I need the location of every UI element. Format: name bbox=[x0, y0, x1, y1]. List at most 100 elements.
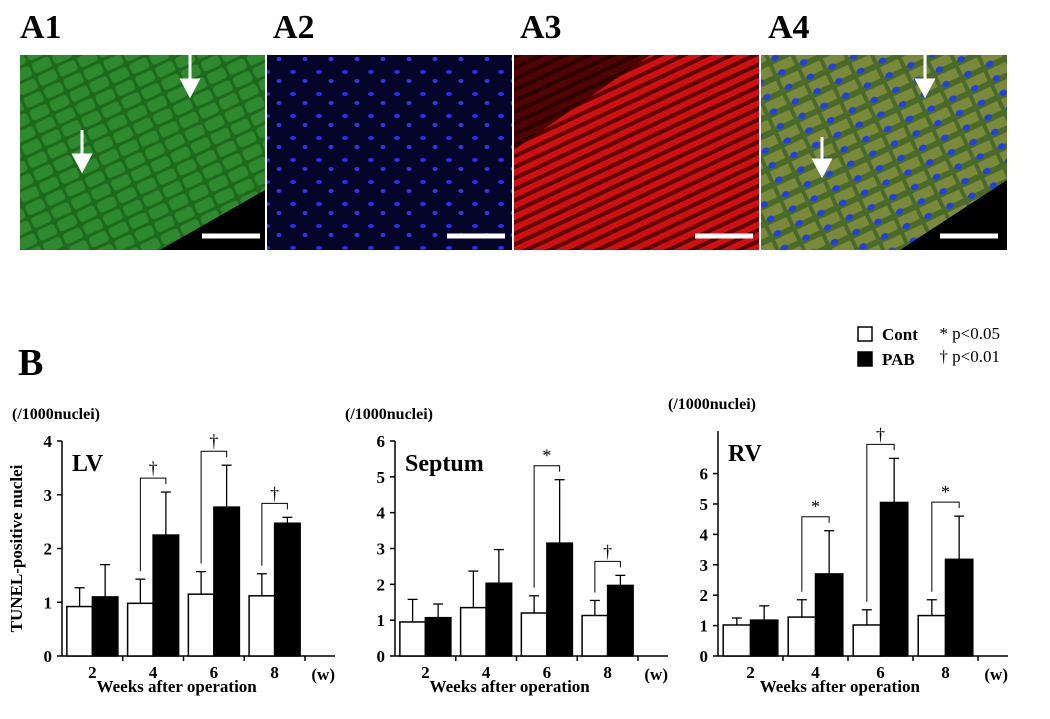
y-tick-label: 3 bbox=[377, 540, 386, 559]
panel-label: A4 bbox=[768, 9, 810, 46]
chart-title: Septum bbox=[405, 451, 484, 477]
bar bbox=[581, 614, 609, 657]
chart-title: RV bbox=[728, 441, 762, 467]
bar bbox=[213, 506, 241, 657]
significance-mark: † bbox=[603, 541, 612, 561]
x-unit-label: (w) bbox=[311, 665, 335, 684]
significance-bracket bbox=[261, 502, 288, 566]
legend-label: PAB bbox=[882, 350, 915, 369]
chart: 0 1 2 3 4 (/1000nuclei) LV TUNEL-positive nucle… bbox=[7, 406, 335, 696]
bar bbox=[399, 621, 427, 657]
x-axis-label: Weeks after operation bbox=[430, 677, 591, 696]
x-tick-label: 4 bbox=[482, 663, 491, 682]
significance-mark: * bbox=[542, 446, 551, 466]
bar bbox=[944, 558, 974, 657]
dark-region bbox=[900, 180, 1007, 250]
x-tick-label: 2 bbox=[746, 663, 755, 682]
significance-mark: † bbox=[209, 431, 218, 451]
bar bbox=[787, 616, 817, 657]
y-tick-label: 4 bbox=[377, 504, 386, 523]
x-axis-label: Weeks after operation bbox=[760, 677, 921, 696]
bar bbox=[187, 593, 215, 657]
y-tick-label: 4 bbox=[700, 525, 709, 544]
y-tick-label: 2 bbox=[377, 575, 386, 594]
micrograph-blue bbox=[267, 55, 512, 250]
significance-bracket bbox=[866, 443, 895, 602]
y-tick-label: 1 bbox=[377, 611, 386, 630]
y-tick-label: 1 bbox=[44, 593, 53, 612]
bar bbox=[546, 542, 574, 657]
x-tick-label: 2 bbox=[88, 663, 97, 682]
bar bbox=[606, 584, 634, 657]
legend-swatch bbox=[857, 326, 873, 342]
chart-title: LV bbox=[72, 451, 104, 477]
arrow-head bbox=[179, 78, 201, 99]
x-axis-label: Weeks after operation bbox=[97, 677, 258, 696]
significance-bracket bbox=[200, 450, 228, 564]
bar bbox=[749, 619, 779, 657]
y-tick-label: 6 bbox=[700, 465, 709, 484]
significance-mark: * bbox=[941, 482, 950, 502]
bar bbox=[66, 605, 94, 657]
significance-note: † p<0.01 bbox=[939, 347, 1000, 366]
dark-region bbox=[514, 55, 650, 150]
micrographs bbox=[20, 55, 1007, 250]
x-tick-label: 2 bbox=[421, 663, 430, 682]
significance-bracket bbox=[139, 477, 167, 572]
panel-label: A1 bbox=[20, 9, 62, 46]
significance-bracket bbox=[594, 560, 621, 593]
chart: 0 1 2 3 4 5 6 (/1000nuclei) Septum Weeks after op… bbox=[345, 406, 668, 696]
unit-label: (/1000nuclei) bbox=[12, 406, 100, 423]
y-tick-label: 5 bbox=[377, 468, 386, 487]
y-tick-label: 2 bbox=[44, 540, 53, 559]
y-tick-label: 0 bbox=[377, 647, 386, 666]
y-axis-label: TUNEL-positive nuclei bbox=[7, 464, 26, 632]
bar bbox=[424, 616, 452, 657]
bar bbox=[126, 602, 154, 657]
bar bbox=[852, 624, 882, 657]
panel-label: B bbox=[18, 342, 43, 384]
arrow-head bbox=[914, 78, 936, 99]
significance-bracket bbox=[533, 465, 561, 588]
significance-bracket bbox=[931, 501, 960, 592]
x-tick-label: 8 bbox=[941, 663, 950, 682]
arrow-head bbox=[811, 158, 833, 179]
bar bbox=[152, 534, 180, 657]
legend-swatch bbox=[857, 351, 873, 367]
significance-mark: † bbox=[270, 483, 279, 503]
bar bbox=[722, 624, 752, 657]
x-tick-label: 8 bbox=[270, 663, 279, 682]
y-tick-label: 2 bbox=[700, 586, 709, 605]
y-tick-label: 4 bbox=[44, 432, 53, 451]
bar bbox=[520, 612, 548, 657]
x-tick-label: 4 bbox=[149, 663, 158, 682]
y-tick-label: 1 bbox=[700, 617, 709, 636]
x-unit-label: (w) bbox=[984, 665, 1008, 684]
chart: 0 1 2 3 4 5 6 (/1000nuclei) RV Weeks after operat… bbox=[668, 396, 1008, 696]
bar bbox=[814, 573, 844, 657]
unit-label: (/1000nuclei) bbox=[345, 406, 433, 423]
x-tick-label: 6 bbox=[210, 663, 219, 682]
bar bbox=[879, 501, 909, 657]
bar bbox=[91, 596, 119, 657]
y-tick-label: 0 bbox=[44, 647, 53, 666]
bar bbox=[248, 595, 276, 657]
x-tick-label: 6 bbox=[876, 663, 885, 682]
arrow-head bbox=[71, 153, 93, 174]
significance-note: * p<0.05 bbox=[939, 324, 1000, 343]
y-tick-label: 3 bbox=[44, 486, 53, 505]
bar bbox=[459, 606, 487, 657]
y-tick-label: 3 bbox=[700, 556, 709, 575]
panel-label: A2 bbox=[273, 9, 315, 46]
y-tick-label: 0 bbox=[700, 647, 709, 666]
y-tick-label: 5 bbox=[700, 495, 709, 514]
bar bbox=[917, 614, 947, 657]
unit-label: (/1000nuclei) bbox=[668, 396, 756, 413]
bar bbox=[485, 582, 513, 657]
arrows bbox=[71, 55, 936, 179]
significance-bracket bbox=[801, 516, 830, 592]
bar bbox=[273, 522, 301, 657]
significance-mark: † bbox=[876, 424, 885, 444]
